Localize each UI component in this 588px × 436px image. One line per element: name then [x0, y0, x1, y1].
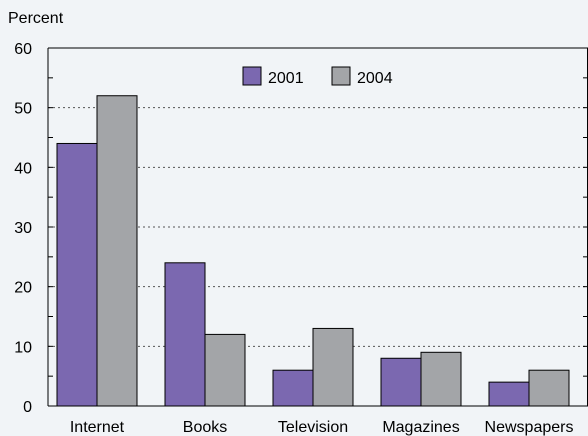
bar-2001-internet	[56, 142, 98, 407]
x-tick-label: Books	[183, 419, 227, 436]
y-tick-label: 40	[14, 160, 32, 177]
category-labels: Internet Books Television Magazines Newspape…	[70, 419, 574, 436]
legend-swatch	[331, 66, 351, 86]
bar-2001-newspapers	[488, 381, 530, 407]
x-tick-label: Magazines	[382, 419, 459, 436]
bar-2004-television	[312, 327, 354, 407]
bar-2001-television	[272, 369, 314, 407]
legend-label: 2004	[357, 70, 393, 87]
y-tick-label: 20	[14, 280, 32, 297]
y-tick-label: 30	[14, 220, 32, 237]
y-axis-label: Percent	[8, 10, 64, 27]
bar-2004-magazines	[420, 351, 462, 407]
y-tick-label: 50	[14, 101, 32, 118]
x-tick-label: Television	[278, 419, 348, 436]
y-tick-label: 0	[23, 399, 32, 416]
x-tick-label: Internet	[70, 419, 125, 436]
legend-label: 2001	[268, 70, 304, 87]
y-tick-label: 60	[14, 41, 32, 58]
legend-swatch	[242, 66, 262, 86]
bar-2001-magazines	[380, 357, 422, 407]
bar-2004-internet	[96, 95, 138, 407]
bar-2001-books	[164, 262, 206, 407]
y-tick-label: 10	[14, 339, 32, 356]
x-tick-label: Newspapers	[485, 419, 574, 436]
bars	[56, 95, 570, 407]
bar-2004-books	[204, 333, 246, 407]
bar-2004-newspapers	[528, 369, 570, 407]
y-tick-labels: 0 10 20 30 40 50 60	[14, 41, 32, 416]
legend: 2001 2004	[242, 66, 393, 87]
